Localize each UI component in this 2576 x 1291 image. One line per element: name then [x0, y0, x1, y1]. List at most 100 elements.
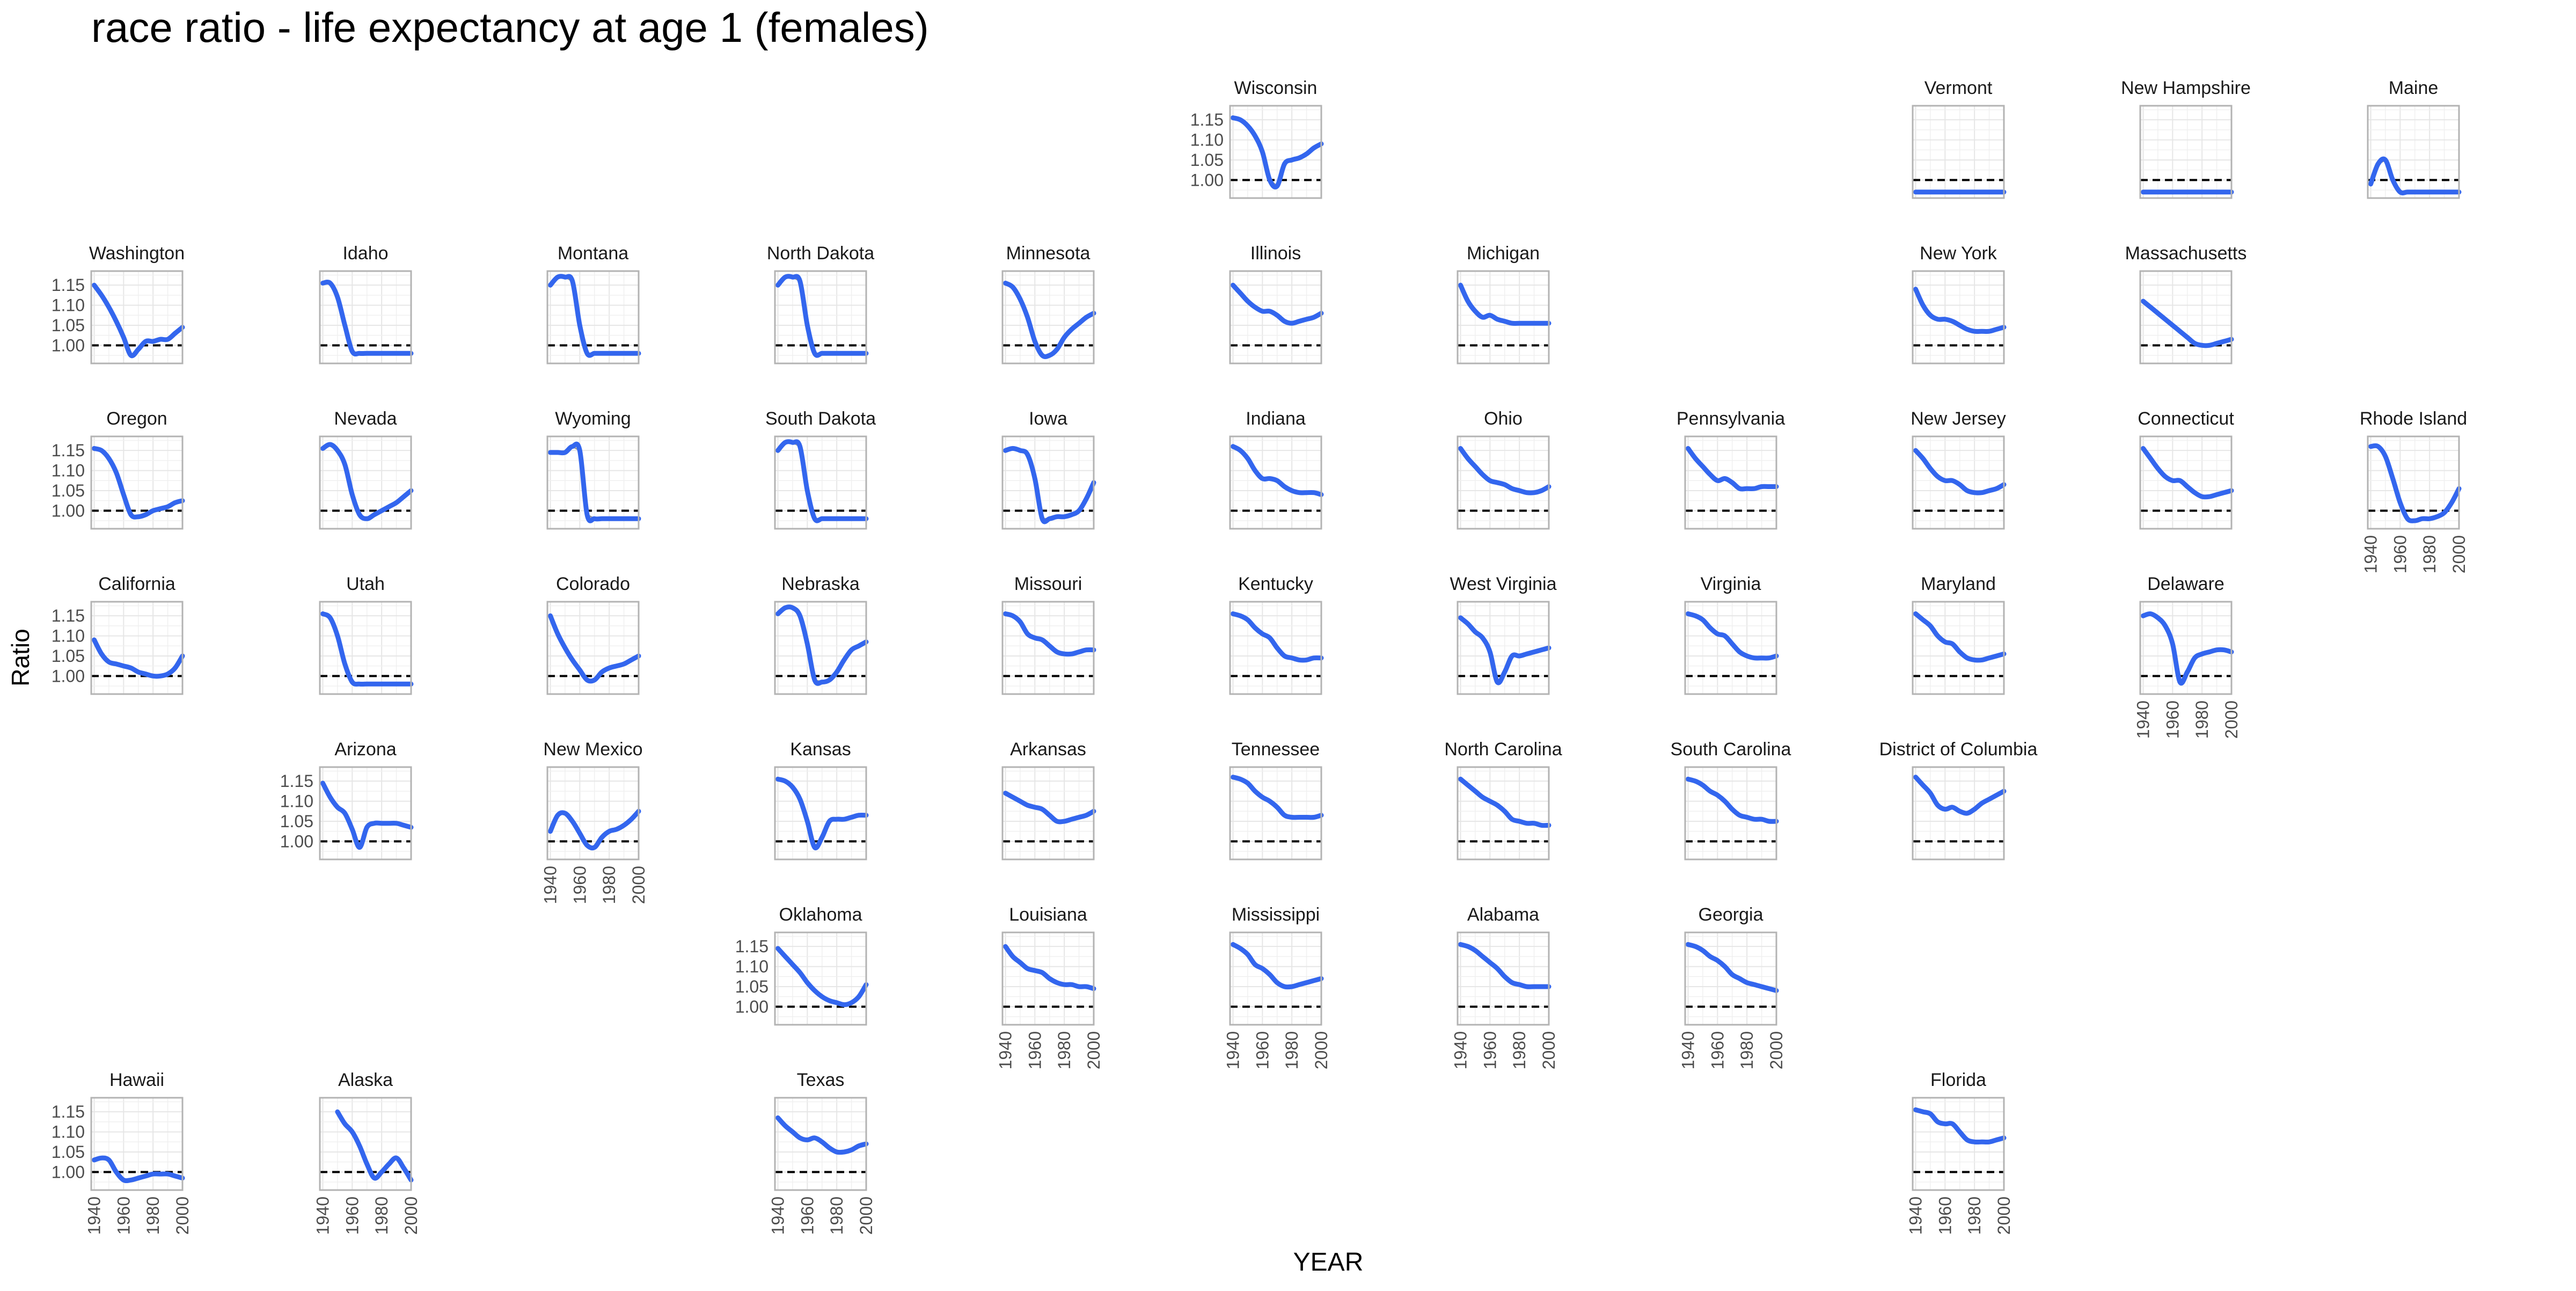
y-tick-label: 1.10: [52, 461, 85, 480]
panel-title-north-dakota: North Dakota: [767, 243, 874, 264]
panel-title-maine: Maine: [2389, 78, 2439, 98]
panel-title-north-carolina: North Carolina: [1444, 739, 1562, 760]
series-smooth-line: [1913, 448, 2007, 495]
series-smooth-line: [548, 808, 641, 851]
x-tick-label: 1960: [1480, 1031, 1499, 1069]
panel-title-new-mexico: New Mexico: [543, 739, 642, 760]
panel-arizona: Arizona 1.001.051.101.15: [280, 739, 414, 860]
x-tick-label: 2000: [629, 866, 648, 904]
panel-title-new-jersey: New Jersey: [1911, 409, 2006, 429]
panel-title-ohio: Ohio: [1484, 409, 1523, 429]
panel-border: [1457, 435, 1550, 530]
panel-border: [90, 270, 184, 364]
series-smooth-line: [1913, 775, 2007, 816]
series-smooth-line: [775, 439, 869, 523]
panel-iowa: Iowa: [1001, 409, 1096, 530]
panel-title-delaware: Delaware: [2147, 574, 2224, 594]
panel-title-oklahoma: Oklahoma: [779, 905, 862, 925]
panel-nevada: Nevada: [319, 409, 414, 530]
y-tick-label: 1.10: [1190, 130, 1224, 150]
panel-border: [1229, 931, 1322, 1026]
panel-title-wyoming: Wyoming: [555, 409, 631, 429]
panel-south-carolina: South Carolina: [1671, 739, 1791, 860]
x-tick-label: 2000: [2449, 535, 2469, 573]
panel-minnesota: Minnesota: [1001, 243, 1096, 364]
panel-border: [774, 270, 867, 364]
series-smooth-line: [320, 442, 414, 521]
panel-border: [1684, 601, 1777, 695]
panel-oklahoma: Oklahoma 1.001.051.101.15: [735, 905, 869, 1026]
x-tick-label: 1940: [2361, 535, 2381, 573]
panel-connecticut: Connecticut: [2138, 409, 2234, 530]
panel-kentucky: Kentucky: [1229, 574, 1324, 695]
panel-title-nevada: Nevada: [334, 409, 397, 429]
x-tick-label: 1980: [2420, 535, 2439, 573]
panel-border: [1229, 105, 1322, 199]
panel-district-of-columbia: District of Columbia: [1879, 739, 2037, 860]
x-tick-label: 2000: [173, 1197, 192, 1235]
panel-title-arkansas: Arkansas: [1010, 739, 1086, 760]
panel-border: [90, 601, 184, 695]
x-tick-label: 1940: [769, 1197, 788, 1235]
panel-title-texas: Texas: [797, 1070, 845, 1090]
y-tick-label: 1.10: [735, 957, 769, 976]
panel-border: [1457, 270, 1550, 364]
panel-title-washington: Washington: [89, 243, 185, 264]
panel-title-louisiana: Louisiana: [1009, 905, 1087, 925]
series-smooth-line: [775, 776, 869, 851]
series-smooth-line: [320, 611, 414, 687]
panel-title-indiana: Indiana: [1246, 409, 1306, 429]
x-tick-label: 1940: [1451, 1031, 1470, 1069]
panel-title-mississippi: Mississippi: [1232, 905, 1320, 925]
x-tick-label: 1980: [1737, 1031, 1757, 1069]
panel-border: [1457, 766, 1550, 860]
series-smooth-line: [548, 613, 641, 684]
x-tick-label: 1980: [143, 1197, 163, 1235]
panel-virginia: Virginia: [1684, 574, 1779, 695]
panel-new-jersey: New Jersey: [1911, 409, 2007, 530]
x-tick-label: 2000: [1312, 1031, 1331, 1069]
y-tick-label: 1.00: [52, 666, 85, 685]
series-smooth-line: [1913, 1107, 2007, 1145]
series-smooth-line: [2141, 298, 2234, 348]
x-tick-label: 2000: [401, 1197, 421, 1235]
panel-title-vermont: Vermont: [1924, 78, 1993, 98]
series-smooth-line: [1458, 942, 1552, 989]
panel-border: [319, 270, 412, 364]
y-tick-label: 1.00: [52, 1162, 85, 1181]
panel-border: [774, 435, 867, 530]
x-tick-label: 1960: [1935, 1197, 1955, 1235]
panel-mississippi: Mississippi 1940 1960 1980 2000: [1224, 905, 1331, 1069]
panel-arkansas: Arkansas: [1001, 739, 1096, 860]
x-tick-label: 1980: [599, 866, 619, 904]
panel-title-iowa: Iowa: [1029, 409, 1067, 429]
panel-border: [1229, 270, 1322, 364]
panel-north-carolina: North Carolina: [1444, 739, 1562, 860]
x-tick-label: 1940: [541, 866, 560, 904]
x-tick-label: 1940: [1906, 1197, 1926, 1235]
x-tick-label: 1980: [372, 1197, 391, 1235]
panel-border: [774, 601, 867, 695]
x-tick-label: 2000: [1994, 1197, 2014, 1235]
panel-south-dakota: South Dakota: [765, 409, 876, 530]
panel-border: [319, 601, 412, 695]
panel-border: [774, 766, 867, 860]
panel-border: [1457, 601, 1550, 695]
y-tick-label: 1.15: [1190, 110, 1224, 129]
series-smooth-line: [1231, 282, 1324, 326]
y-tick-label: 1.05: [280, 812, 313, 831]
panel-border: [2367, 105, 2460, 199]
x-tick-label: 2000: [1539, 1031, 1558, 1069]
series-smooth-line: [548, 274, 641, 358]
panel-colorado: Colorado: [546, 574, 641, 695]
y-tick-label: 1.10: [52, 296, 85, 315]
series-smooth-line: [1458, 776, 1552, 828]
series-smooth-line: [1686, 446, 1779, 492]
panel-border: [1684, 766, 1777, 860]
panel-title-rhode-island: Rhode Island: [2360, 409, 2467, 429]
panel-border: [319, 766, 412, 860]
series-smooth-line: [1458, 446, 1552, 495]
panel-kansas: Kansas: [774, 739, 869, 860]
y-tick-label: 1.00: [52, 501, 85, 520]
